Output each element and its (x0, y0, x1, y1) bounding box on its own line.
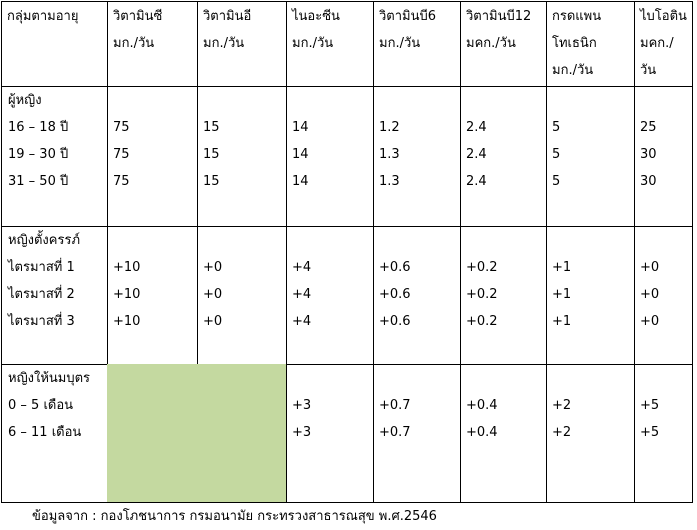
row-label: ไตรมาสที่ 2 (8, 287, 75, 302)
cell-value: 75 (113, 174, 130, 189)
grid-line (286, 1, 287, 502)
row-label: 31 – 50 ปี (8, 174, 69, 189)
cell-value: +0.2 (466, 260, 498, 275)
cell-value: +0 (640, 260, 660, 275)
cell-value: +0.6 (379, 314, 411, 329)
row-label: ไตรมาสที่ 3 (8, 314, 75, 329)
group-title: หญิงให้นมบุตร (8, 371, 91, 386)
grid-line (1, 502, 693, 503)
cell-value: +0.6 (379, 260, 411, 275)
cell-value: 14 (292, 120, 309, 135)
cell-value: 2.4 (466, 120, 487, 135)
cell-value: +5 (640, 425, 660, 440)
cell-value: +4 (292, 260, 312, 275)
cell-value: +0.4 (466, 398, 498, 413)
row-label: 19 – 30 ปี (8, 147, 69, 162)
cell-value: +0 (203, 260, 223, 275)
cell-value: +0.2 (466, 287, 498, 302)
row-label: 16 – 18 ปี (8, 120, 69, 135)
cell-value: 14 (292, 174, 309, 189)
cell-value: 5 (552, 174, 561, 189)
grid-line (1, 1, 693, 2)
cell-value: +0 (203, 287, 223, 302)
grid-line (692, 1, 693, 502)
grid-line (1, 86, 693, 87)
highlight-cell (107, 364, 286, 502)
cell-value: 15 (203, 174, 220, 189)
cell-value: 15 (203, 120, 220, 135)
source-note: ข้อมูลจาก : กองโภชนาการ กรมอนามัย กระทรว… (32, 509, 437, 524)
cell-value: 25 (640, 120, 657, 135)
header-text: มก./วัน (203, 36, 245, 51)
header-text: มก./วัน (113, 36, 155, 51)
cell-value: +1 (552, 287, 572, 302)
cell-value: 5 (552, 120, 561, 135)
grid-line (634, 1, 635, 502)
grid-line (460, 1, 461, 502)
cell-value: +0.7 (379, 398, 411, 413)
cell-value: +0 (203, 314, 223, 329)
cell-value: +1 (552, 314, 572, 329)
cell-value: +5 (640, 398, 660, 413)
cell-value: +3 (292, 398, 312, 413)
header-text: วิตามินบี6 (379, 9, 437, 24)
grid-line (546, 1, 547, 502)
header-text: มก./วัน (552, 63, 594, 78)
header-text: วิตามินซี (113, 9, 163, 24)
cell-value: +2 (552, 425, 572, 440)
cell-value: +0 (640, 287, 660, 302)
cell-value: +2 (552, 398, 572, 413)
cell-value: 5 (552, 147, 561, 162)
cell-value: +0.7 (379, 425, 411, 440)
cell-value: 30 (640, 147, 657, 162)
header-text: กลุ่มตามอายุ (7, 9, 79, 24)
row-label: ไตรมาสที่ 1 (8, 260, 75, 275)
cell-value: 1.3 (379, 174, 400, 189)
cell-value: 1.3 (379, 147, 400, 162)
cell-value: +4 (292, 314, 312, 329)
group-title: ผู้หญิง (8, 93, 42, 108)
header-text: มคก./ (640, 36, 674, 51)
grid-line (1, 226, 693, 227)
cell-value: +0.6 (379, 287, 411, 302)
cell-value: 1.2 (379, 120, 400, 135)
cell-value: +10 (113, 287, 141, 302)
header-text: ไบโอติน (640, 9, 687, 24)
cell-value: 15 (203, 147, 220, 162)
header-text: มคก./วัน (466, 36, 516, 51)
header-text: วิตามินอี (203, 9, 252, 24)
header-text: กรดแพน (552, 9, 602, 24)
cell-value: +4 (292, 287, 312, 302)
cell-value: +0.4 (466, 425, 498, 440)
header-text: วัน (640, 63, 657, 78)
cell-value: 30 (640, 174, 657, 189)
grid-line (107, 1, 108, 502)
cell-value: +1 (552, 260, 572, 275)
cell-value: 2.4 (466, 147, 487, 162)
group-title: หญิงตั้งครรภ์ (8, 233, 81, 248)
cell-value: +0 (640, 314, 660, 329)
cell-value: +10 (113, 260, 141, 275)
cell-value: 2.4 (466, 174, 487, 189)
cell-value: 14 (292, 147, 309, 162)
cell-value: 75 (113, 147, 130, 162)
grid-line (373, 1, 374, 502)
cell-value: +0.2 (466, 314, 498, 329)
row-label: 0 – 5 เดือน (8, 398, 74, 413)
header-text: มก./วัน (379, 36, 421, 51)
header-text: มก./วัน (292, 36, 334, 51)
cell-value: +3 (292, 425, 312, 440)
header-text: วิตามินบี12 (466, 9, 532, 24)
header-text: โทเธนิก (552, 36, 597, 51)
header-text: ไนอะซีน (292, 9, 340, 24)
grid-line (197, 1, 198, 502)
row-label: 6 – 11 เดือน (8, 425, 82, 440)
grid-line (1, 364, 693, 365)
cell-value: 75 (113, 120, 130, 135)
grid-line (1, 1, 2, 502)
cell-value: +10 (113, 314, 141, 329)
